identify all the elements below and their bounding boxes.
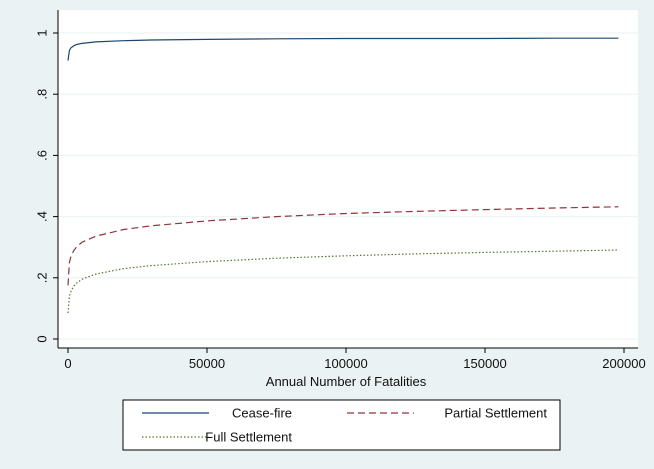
series-line-partial-settlement <box>67 206 619 286</box>
y-tick-label: 0 <box>35 335 50 342</box>
x-axis-title: Annual Number of Fatalities <box>266 374 427 389</box>
legend-label-partial-settlement: Partial Settlement <box>444 406 547 421</box>
y-tick-label: .6 <box>35 150 50 161</box>
legend-label-full-settlement: Full Settlement <box>205 430 292 445</box>
x-tick-label: 100000 <box>324 356 367 371</box>
x-tick-label: 0 <box>64 356 71 371</box>
grid-lines <box>58 32 638 340</box>
y-tick-label: .4 <box>35 211 50 222</box>
legend-box <box>122 399 561 451</box>
x-tick-label: 200000 <box>602 356 645 371</box>
y-tick-label: .2 <box>35 272 50 283</box>
y-axis-ticks: 0 .2 .4 .6 .8 1 <box>35 29 58 343</box>
plot-area <box>58 10 638 348</box>
series-line-full-settlement <box>67 249 619 314</box>
legend: Cease-fire Partial Settlement Full Settlem… <box>142 406 547 445</box>
y-tick-label: 1 <box>35 29 50 36</box>
x-tick-label: 50000 <box>189 356 225 371</box>
y-tick-label: .8 <box>35 89 50 100</box>
legend-label-cease-fire: Cease-fire <box>232 406 292 421</box>
series-line-cease-fire <box>67 37 619 61</box>
x-axis-ticks: 0 50000 100000 150000 200000 <box>64 348 646 371</box>
x-tick-label: 150000 <box>463 356 506 371</box>
series-lines <box>67 37 619 314</box>
